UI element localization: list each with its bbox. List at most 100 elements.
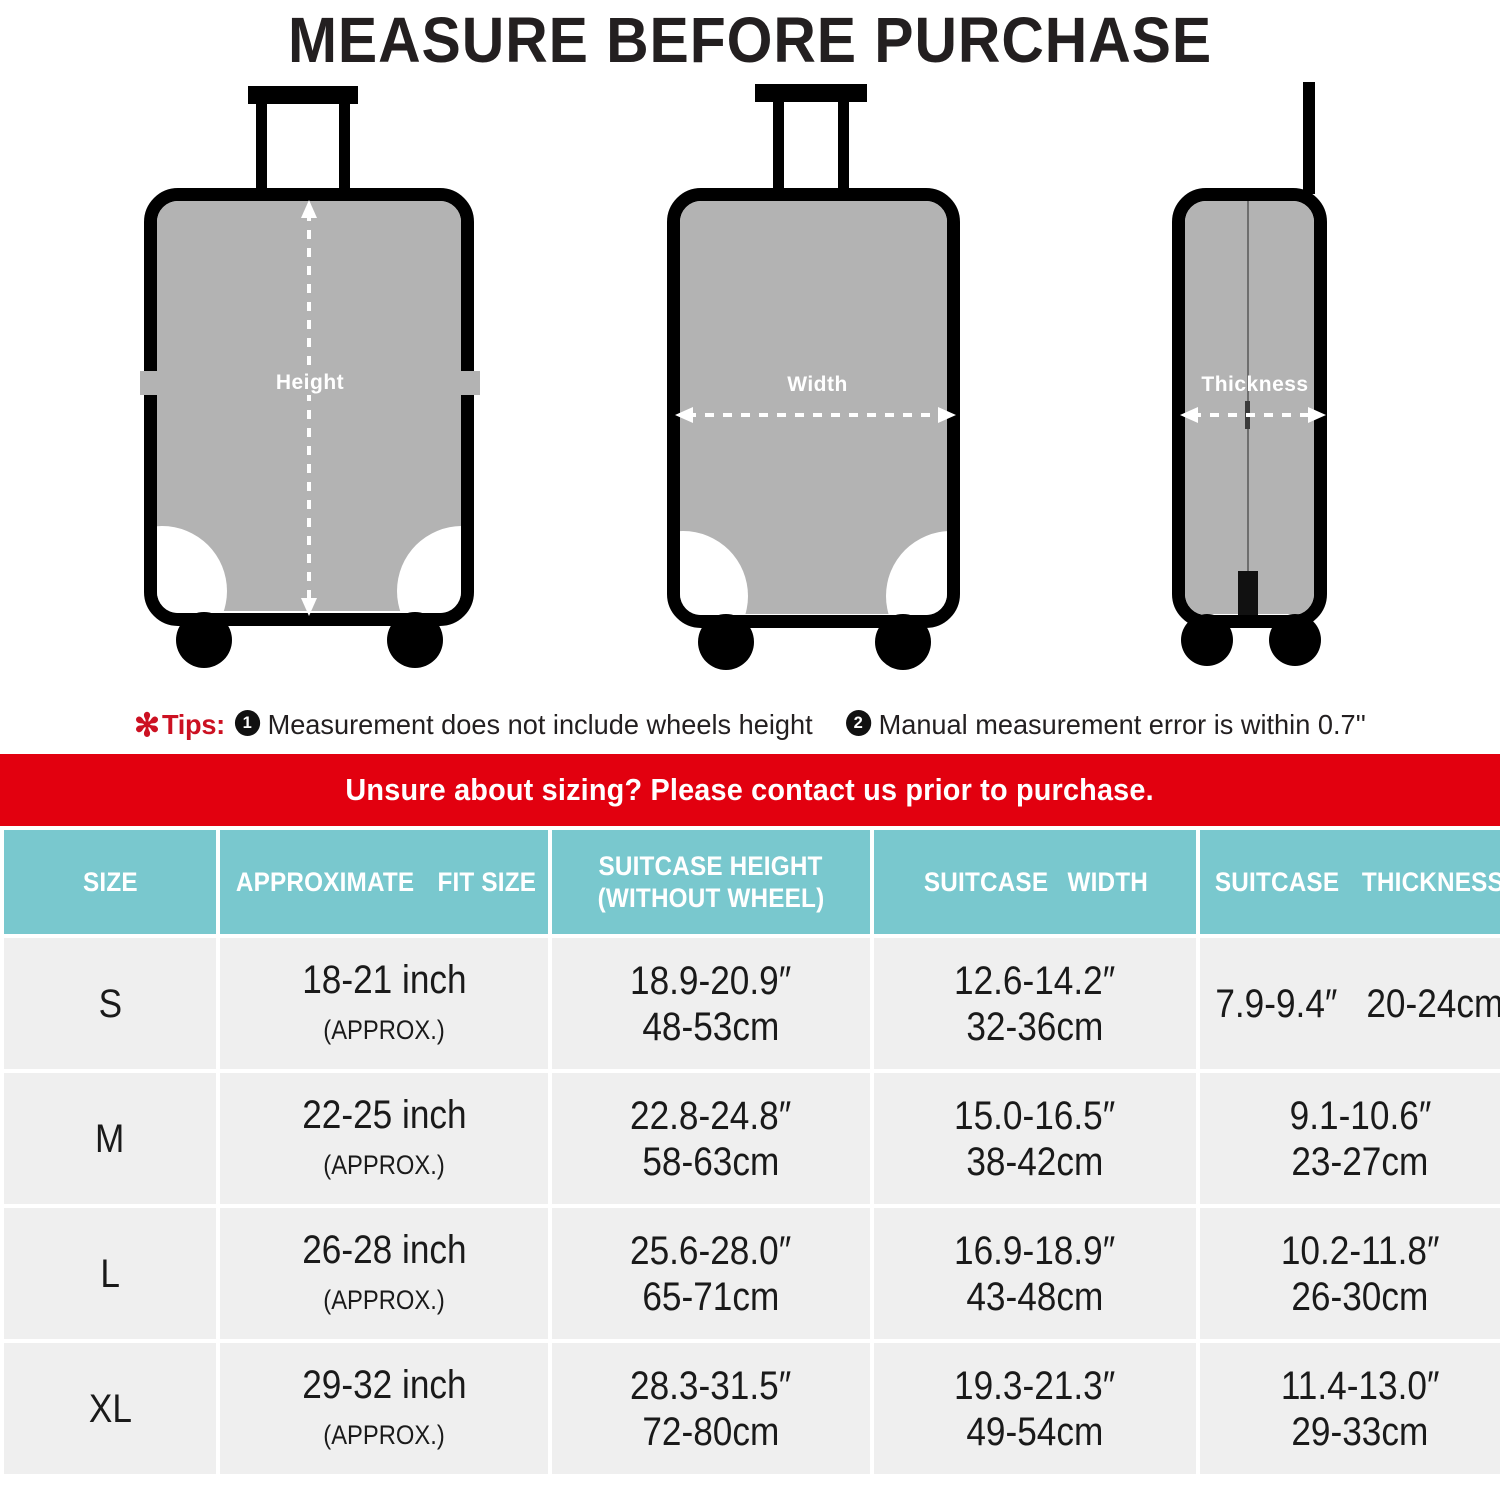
cell-height: 25.6-28.0″ 65-71cm (552, 1208, 870, 1339)
fit-main: 26-28 inch (301, 1228, 467, 1272)
thickness-inches: 11.4-13.0″ (1280, 1363, 1440, 1408)
height-measure-arrow (301, 200, 317, 616)
thickness-cm: 29-33cm (1291, 1409, 1429, 1454)
header-suitcase-thickness: SUITCASE THICKNESS (1200, 830, 1500, 934)
header-size-line1: SIZE (82, 867, 138, 897)
width-label: Width (787, 373, 848, 396)
header-height-line2: (WITHOUT WHEEL) (597, 883, 825, 913)
height-cm: 72-80cm (642, 1409, 780, 1454)
handle-top-bar (248, 86, 358, 104)
cell-width: 12.6-14.2″ 32-36cm (874, 938, 1196, 1069)
suitcase-diagram-width: Width (645, 76, 990, 696)
cell-thickness: 9.1-10.6″ 23-27cm (1200, 1073, 1500, 1204)
tips-row: ✻ Tips: 1 Measurement does not include w… (23, 696, 1478, 754)
tip-text-2: Manual measurement error is within 0.7'' (878, 709, 1366, 740)
size-value: L (100, 1251, 120, 1296)
cell-fit-size: 26-28 inch (APPROX.) (220, 1208, 548, 1339)
handle-left-post (256, 104, 267, 196)
fit-approx: (APPROX.) (323, 1285, 445, 1315)
thickness-measure-arrow (1180, 407, 1326, 423)
cell-height: 28.3-31.5″ 72-80cm (552, 1343, 870, 1474)
header-size: SIZE (4, 830, 216, 934)
wheel-left (698, 614, 754, 670)
fit-main: 22-25 inch (301, 1093, 467, 1137)
handle-right-post (838, 102, 849, 196)
width-cm: 49-54cm (966, 1409, 1104, 1454)
header-height-line1: SUITCASE HEIGHT (598, 851, 824, 881)
handle-right-post (339, 104, 350, 196)
fit-approx: (APPROX.) (323, 1420, 445, 1450)
cell-fit-size: 18-21 inch (APPROX.) (220, 938, 548, 1069)
cell-size: S (4, 938, 216, 1069)
cell-thickness: 11.4-13.0″ 29-33cm (1200, 1343, 1500, 1474)
tip-text-1: Measurement does not include wheels heig… (267, 709, 813, 740)
height-cm: 58-63cm (642, 1139, 780, 1184)
cell-fit-size: 29-32 inch (APPROX.) (220, 1343, 548, 1474)
header-width-line2: WIDTH (1067, 867, 1149, 897)
suitcase-diagram-thickness: Thickness (1160, 76, 1410, 696)
fit-approx: (APPROX.) (323, 1015, 445, 1045)
cell-width: 19.3-21.3″ 49-54cm (874, 1343, 1196, 1474)
page-title: MEASURE BEFORE PURCHASE (287, 4, 1213, 76)
handle-post (1303, 82, 1315, 194)
suitcase-shell (667, 188, 960, 628)
cell-width: 16.9-18.9″ 43-48cm (874, 1208, 1196, 1339)
height-inches: 18.9-20.9″ (630, 958, 792, 1003)
header-suitcase-width: SUITCASE WIDTH (874, 830, 1196, 934)
suitcase-diagram-height: Height (140, 76, 480, 696)
size-value: S (98, 981, 122, 1026)
size-value: XL (88, 1386, 132, 1431)
header-suitcase-height: SUITCASE HEIGHT (WITHOUT WHEEL) (552, 830, 870, 934)
width-cm: 38-42cm (966, 1139, 1104, 1184)
cell-size: XL (4, 1343, 216, 1474)
fit-main: 29-32 inch (301, 1363, 467, 1407)
fit-main: 18-21 inch (301, 958, 467, 1002)
size-value: M (95, 1116, 125, 1161)
width-inches: 19.3-21.3″ (954, 1363, 1116, 1408)
table-row: XL 29-32 inch (APPROX.) 28.3-31.5″ 72-80… (4, 1343, 1500, 1474)
thickness-inches: 9.1-10.6″ (1289, 1093, 1431, 1138)
handle-top-bar (755, 84, 867, 102)
contact-banner-text: Unsure about sizing? Please contact us p… (345, 772, 1155, 807)
tip-number-1: 1 (234, 710, 260, 736)
height-label: Height (140, 371, 480, 395)
cell-thickness: 10.2-11.8″ 26-30cm (1200, 1208, 1500, 1339)
width-inches: 16.9-18.9″ (954, 1228, 1116, 1273)
width-inches: 15.0-16.5″ (954, 1093, 1116, 1138)
wheel-right (387, 612, 443, 668)
width-cm: 43-48cm (966, 1274, 1104, 1319)
header-thickness-line2: THICKNESS (1361, 867, 1500, 897)
thickness-cm: 20-24cm (1366, 981, 1500, 1026)
tips-label: Tips: (161, 709, 225, 740)
suitcase-diagram-group: Height Width (0, 76, 1500, 696)
header-fit-line2: FIT SIZE (437, 867, 537, 897)
table-row: L 26-28 inch (APPROX.) 25.6-28.0″ 65-71c… (4, 1208, 1500, 1339)
fit-approx: (APPROX.) (323, 1150, 445, 1180)
wheel-right (1269, 614, 1321, 666)
height-inches: 22.8-24.8″ (630, 1093, 792, 1138)
tip-number-2: 2 (845, 710, 871, 736)
header-width-line1: SUITCASE (924, 867, 1049, 897)
wheel-left (176, 612, 232, 668)
cell-fit-size: 22-25 inch (APPROX.) (220, 1073, 548, 1204)
table-row: M 22-25 inch (APPROX.) 22.8-24.8″ 58-63c… (4, 1073, 1500, 1204)
thickness-label: Thickness (1201, 373, 1309, 396)
cell-size: M (4, 1073, 216, 1204)
header-approximate-fit-size: APPROXIMATE FIT SIZE (220, 830, 548, 934)
asterisk-icon: ✻ (134, 707, 161, 743)
width-cm: 32-36cm (966, 1004, 1104, 1049)
wheel-left (1181, 614, 1233, 666)
contact-banner: Unsure about sizing? Please contact us p… (0, 754, 1500, 826)
thickness-cm: 26-30cm (1291, 1274, 1429, 1319)
cell-height: 22.8-24.8″ 58-63cm (552, 1073, 870, 1204)
height-cm: 48-53cm (642, 1004, 780, 1049)
height-inches: 28.3-31.5″ (630, 1363, 792, 1408)
handle-left-post (773, 102, 784, 196)
width-measure-arrow (675, 407, 956, 423)
thickness-inches: 10.2-11.8″ (1280, 1228, 1440, 1273)
zipper-bottom-block (1238, 571, 1258, 615)
suitcase-shell (144, 188, 474, 626)
cell-thickness: 7.9-9.4″ 20-24cm (1200, 938, 1500, 1069)
cell-size: L (4, 1208, 216, 1339)
thickness-cm: 23-27cm (1291, 1139, 1429, 1184)
